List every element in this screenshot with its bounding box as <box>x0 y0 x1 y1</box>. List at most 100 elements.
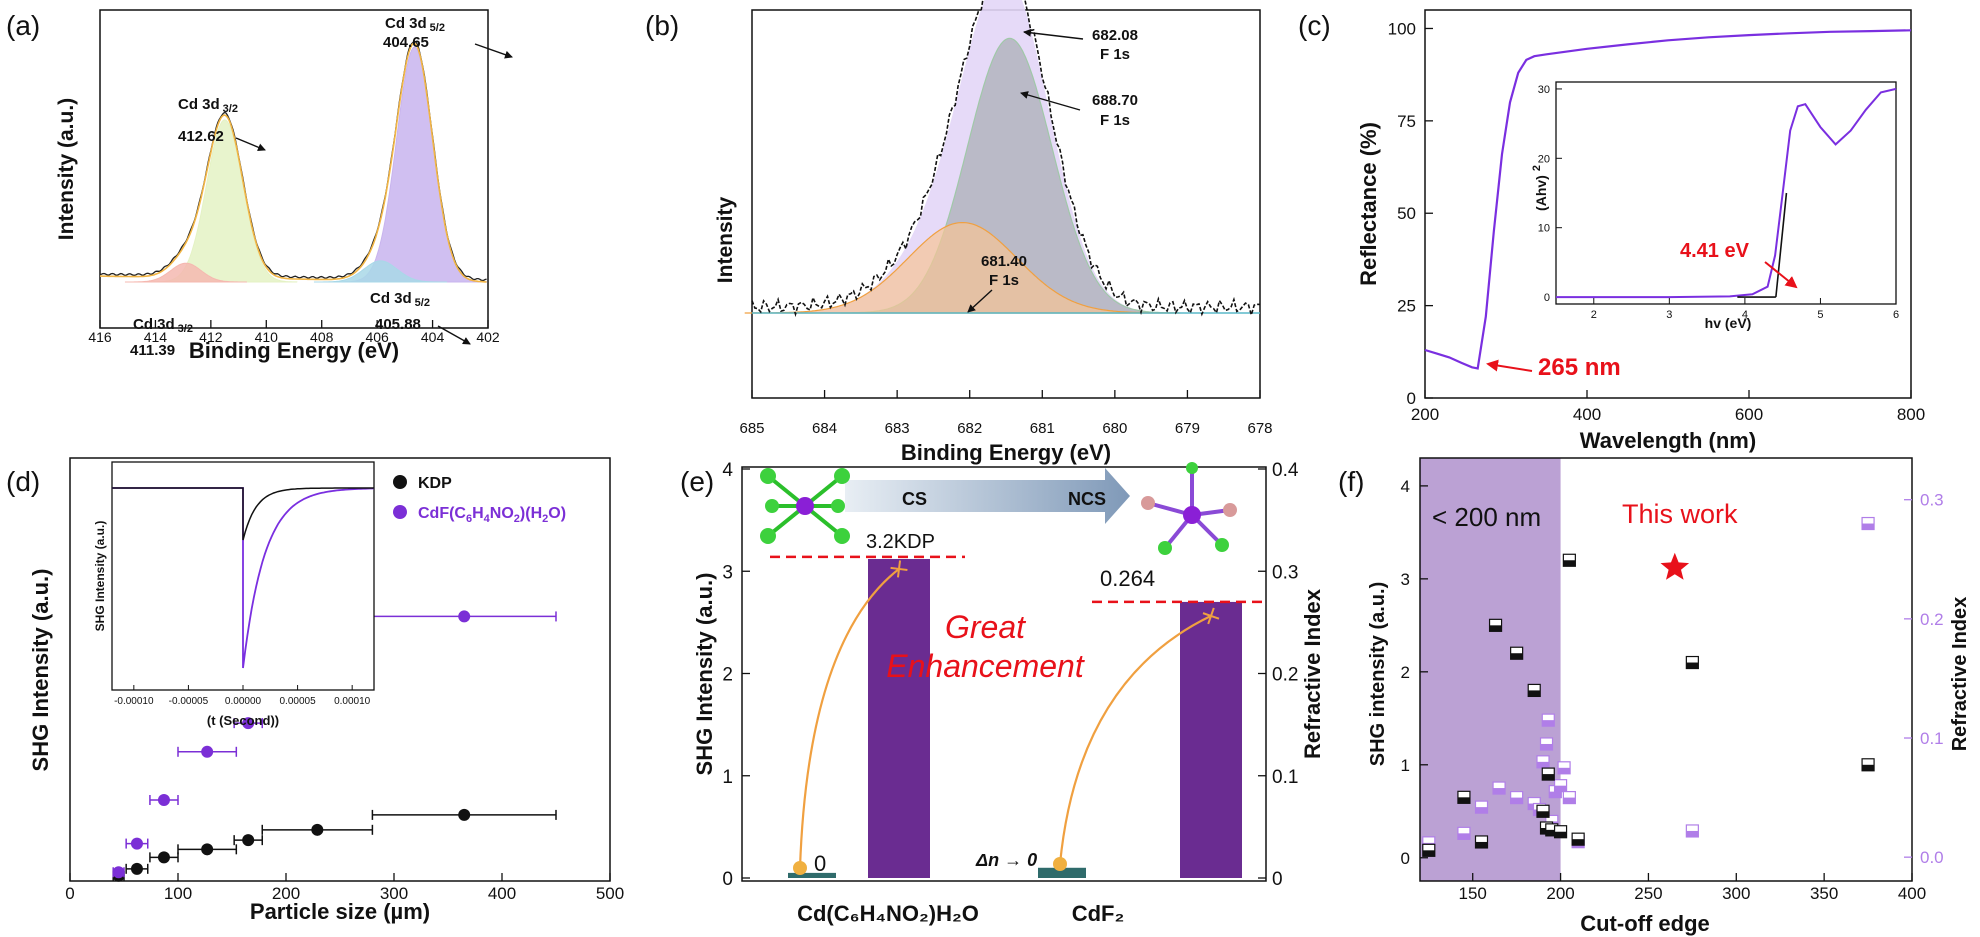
panel-d-xtick-label: 500 <box>596 884 624 903</box>
panel-a-peak-fill <box>124 262 247 283</box>
panel-e-ytick-right-label: 0.1 <box>1272 767 1298 788</box>
panel-c-inset-line <box>1556 87 1897 299</box>
panel-f-shg-point-fill <box>1489 625 1502 632</box>
panel-a-frame <box>99 9 489 329</box>
panel-c-xtick-label: 800 <box>1897 405 1925 424</box>
panel-f-ri-point-fill <box>1554 785 1567 792</box>
panel-c-xlabel: Wavelength (nm) <box>1580 428 1756 453</box>
panel-f-ytick-right-label: 0.2 <box>1920 610 1944 629</box>
panel-f-xtick-label: 350 <box>1810 884 1838 903</box>
panel-f-frame <box>1419 457 1913 882</box>
panel-d-point <box>112 866 125 879</box>
panel-a-label: (a) <box>6 10 40 41</box>
panel-f-shg-point-fill <box>1422 850 1435 857</box>
panel-e-link-dot-1 <box>793 861 807 875</box>
panel-f-ri-point-fill <box>1475 807 1488 814</box>
panel-a-peak1-label: Cd 3d 5/2 <box>385 15 445 34</box>
panel-f-ri-point-fill <box>1542 720 1555 727</box>
panel-a-peak4-value: 405.88 <box>375 316 421 333</box>
panel-f-xtick-label: 250 <box>1634 884 1662 903</box>
panel-a: (a) 416 414 412 410 408 406 404 402 Binding Ene… <box>6 9 513 363</box>
panel-e-ytick-right-label: 0.2 <box>1272 665 1298 686</box>
panel-f-ri-point-fill <box>1563 797 1576 804</box>
panel-a-xtick-label: 416 <box>88 329 112 345</box>
panel-f-ylabel: SHG intensity (a.u.) <box>1367 582 1389 766</box>
panel-d-inset-kdp-line <box>112 487 374 541</box>
panel-d-inset-xtick-label: 0.00000 <box>225 696 262 707</box>
panel-f-xtick-label: 400 <box>1898 884 1926 903</box>
panel-d-point <box>201 843 214 856</box>
panel-c-label: (c) <box>1298 10 1331 41</box>
panel-b-ann3-arrow <box>967 289 993 313</box>
panel-b-xtick-label: 682 <box>957 420 982 437</box>
panel-d-legend-kdp-marker <box>393 475 407 489</box>
panel-c-inset-callout-arrow <box>1764 261 1798 289</box>
panel-a-peak4-arrow <box>437 325 471 345</box>
panel-a-peak-fill <box>342 46 488 283</box>
panel-e-shg-bar <box>788 872 836 878</box>
panel-f-xtick-label: 200 <box>1546 884 1574 903</box>
panel-e-ytick-label: 4 <box>722 460 733 481</box>
panel-f-ytick-right-label: 0.0 <box>1920 848 1944 867</box>
panel-f-shg-point-fill <box>1537 811 1549 818</box>
panel-e-label-dn: Δn → 0 <box>975 850 1037 870</box>
panel-f-shg-point-fill <box>1862 764 1875 771</box>
panel-e-link-dot-2 <box>1053 857 1067 871</box>
panel-a-xtick-label: 406 <box>365 329 389 345</box>
panel-b-xtick-label: 684 <box>812 420 837 437</box>
panel-e-ytick-label: 0 <box>722 869 733 890</box>
panel-b-ann3-label: F 1s <box>989 272 1019 289</box>
panel-d: (d) 0 100 200 300 400 500 Particle size (µm) … <box>6 457 624 924</box>
panel-e-category-2: CdF₂ <box>1072 901 1125 926</box>
panel-f-ri-point-fill <box>1862 523 1875 530</box>
panel-d-point <box>242 717 255 730</box>
panel-c-inset-callout: 4.41 eV <box>1680 240 1750 262</box>
panel-b-xtick-label: 678 <box>1247 420 1272 437</box>
panel-a-xtick-label: 404 <box>421 329 445 345</box>
panel-a-xlabel: Binding Energy (eV) <box>189 338 399 363</box>
panel-e-ytick-right-label: 0 <box>1272 869 1283 890</box>
panel-d-xtick-label: 300 <box>380 884 408 903</box>
panel-b-ylabel: Intensity <box>714 197 737 284</box>
panel-e-ylabel-right: Refractive Index <box>1300 588 1325 759</box>
panel-e-ncs-label: NCS <box>1068 489 1106 509</box>
panel-e-ytick-right-label: 0.3 <box>1272 562 1298 583</box>
panel-a-peak2-label: Cd 3d 3/2 <box>178 96 238 115</box>
panel-c-xtick-label: 400 <box>1573 405 1601 424</box>
panel-f-ri-point-fill <box>1549 791 1562 798</box>
panel-d-point <box>130 862 143 875</box>
panel-e-ytick-label: 1 <box>722 767 733 788</box>
panel-d-inset-xtick-label: -0.00010 <box>114 696 154 707</box>
panel-c-inset-frame <box>1555 81 1897 305</box>
panel-d-legend-cdf: CdF(C6H4NO2)(H2O) <box>418 505 566 525</box>
panel-c-ytick-label: 100 <box>1388 19 1416 38</box>
panel-c-xtick-label: 600 <box>1735 405 1763 424</box>
panel-d-xlabel: Particle size (µm) <box>250 899 430 924</box>
panel-f-ytick-right-label: 0.1 <box>1920 729 1944 748</box>
panel-b-xlabel: Binding Energy (eV) <box>901 440 1111 465</box>
panel-a-ylabel: Intensity (a.u.) <box>55 98 78 240</box>
panel-a-peak2-value: 412.62 <box>178 128 224 145</box>
panel-c-inset-xtick-label: 3 <box>1666 309 1672 321</box>
panel-a-xtick-label: 412 <box>199 329 223 345</box>
panel-d-frame <box>69 457 611 882</box>
panel-a-envelope-line <box>100 42 487 283</box>
panel-c-callout-arrow <box>1486 359 1533 372</box>
panel-c-ytick-label: 75 <box>1397 112 1416 131</box>
panel-e-annotation-line2: Enhancement <box>886 648 1085 684</box>
panel-b-xtick-label: 683 <box>885 420 910 437</box>
panel-e-ri-bar <box>1180 601 1242 878</box>
panel-f-ri-point-fill <box>1457 833 1470 840</box>
panel-d-point <box>157 851 170 864</box>
panel-d-inset-xtick-label: 0.00010 <box>334 696 371 707</box>
panel-d-point <box>311 823 324 836</box>
panel-f-ytick-label: 0 <box>1401 849 1410 868</box>
panel-e-ri-bar <box>868 558 930 878</box>
panel-f-ri-point-fill <box>1537 761 1549 768</box>
panel-a-xtick-label: 410 <box>255 329 279 345</box>
panel-f-ytick-label: 3 <box>1401 570 1410 589</box>
panel-e-label-zero: 0 <box>814 851 826 876</box>
panel-f-ri-point-fill <box>1558 767 1571 774</box>
panel-f-shg-point-fill <box>1563 560 1576 567</box>
